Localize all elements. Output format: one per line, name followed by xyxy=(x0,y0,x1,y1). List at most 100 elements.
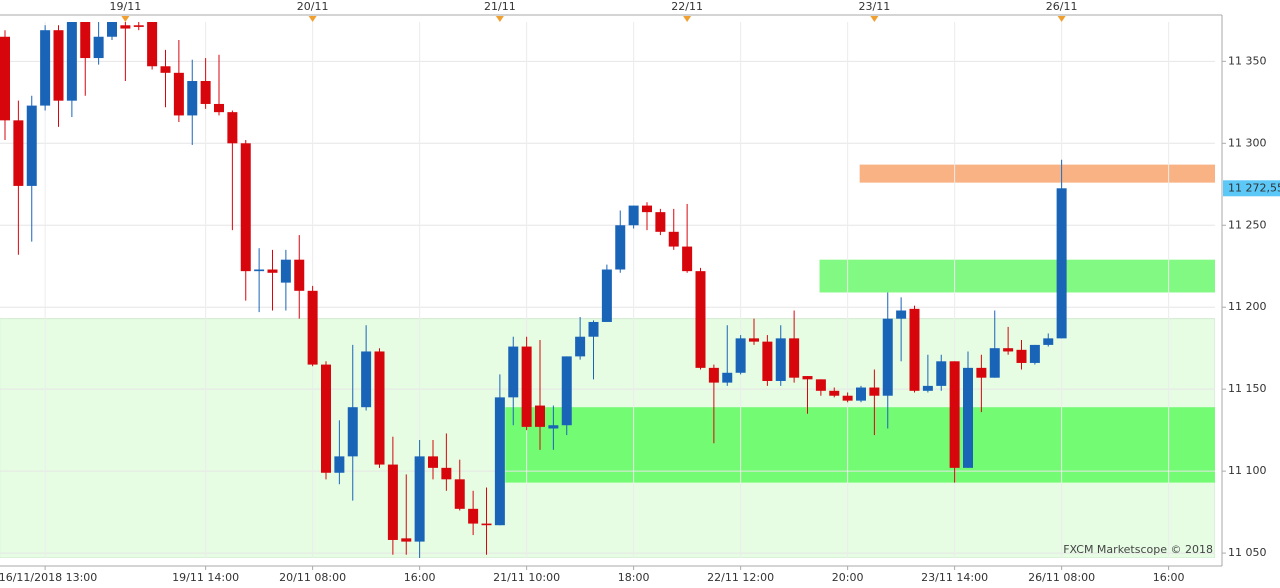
candle-body xyxy=(1016,349,1027,363)
candle-body xyxy=(575,336,586,357)
candle-body xyxy=(26,105,37,186)
date-marker xyxy=(870,16,879,22)
last-price-label: 11 272,55 xyxy=(1228,181,1280,194)
date-marker xyxy=(1057,16,1066,22)
candle-body xyxy=(615,225,626,270)
x-tick-label: 20:00 xyxy=(832,571,864,584)
last-price-box xyxy=(1223,180,1280,197)
candle-body xyxy=(334,456,345,473)
candle-body xyxy=(160,66,171,73)
top-date-label: 26/11 xyxy=(1046,0,1078,13)
candle-body xyxy=(628,205,639,226)
candle-body xyxy=(173,72,184,116)
candle-body xyxy=(842,395,853,401)
x-tick-label: 22/11 12:00 xyxy=(707,571,774,584)
candle-body xyxy=(133,25,144,27)
candle-body xyxy=(214,103,224,113)
candle-body xyxy=(963,367,973,468)
candle-body xyxy=(561,356,572,426)
candle-body xyxy=(414,456,425,542)
zones xyxy=(0,164,1215,558)
candle-body xyxy=(1003,348,1014,352)
candle-body xyxy=(0,36,10,121)
x-tick-label: 16/11/2018 13:00 xyxy=(0,571,97,584)
candle-body xyxy=(428,456,438,468)
candles xyxy=(0,22,1067,558)
candle-body xyxy=(441,467,452,480)
candle-body xyxy=(1043,338,1054,345)
candle-body xyxy=(93,36,104,59)
candle-body xyxy=(896,310,907,319)
candle-body xyxy=(708,367,719,383)
candle-body xyxy=(949,361,960,468)
candle-body xyxy=(1029,344,1040,363)
candle-body xyxy=(240,143,251,272)
candle-body xyxy=(989,348,1000,378)
candle-body xyxy=(909,308,920,391)
candle-body xyxy=(280,259,291,283)
candle-body xyxy=(454,479,465,509)
candle-body xyxy=(120,25,131,29)
top-date-label: 21/11 xyxy=(484,0,516,13)
candle-body xyxy=(508,346,519,398)
candle-body xyxy=(642,205,652,213)
candle-body xyxy=(856,387,866,401)
candle-body xyxy=(762,341,773,381)
candle-body xyxy=(227,112,238,144)
watermark: FXCM Marketscope © 2018 xyxy=(1063,543,1213,556)
candle-body xyxy=(829,390,840,396)
candle-body xyxy=(468,508,479,524)
candle-body xyxy=(347,407,358,457)
candle-body xyxy=(601,269,612,322)
candle-body xyxy=(294,259,305,291)
candle-body xyxy=(13,120,24,186)
candle-body xyxy=(267,269,278,273)
candle-body xyxy=(374,351,385,465)
date-marker xyxy=(308,16,317,22)
candle-body xyxy=(401,538,412,542)
zone xyxy=(505,407,1215,483)
x-tick-label: 23/11 14:00 xyxy=(921,571,988,584)
y-tick-label: 11 150 xyxy=(1228,382,1267,395)
candle-body xyxy=(588,321,599,337)
candle-body xyxy=(735,338,746,373)
date-marker xyxy=(683,16,692,22)
candle-body xyxy=(548,425,559,429)
candle-body xyxy=(722,372,733,383)
candle-body xyxy=(922,385,933,391)
candle-body xyxy=(521,346,532,427)
x-tick-label: 19/11 14:00 xyxy=(172,571,239,584)
candle-body xyxy=(321,364,331,473)
date-marker xyxy=(121,16,130,22)
candle-body xyxy=(976,367,987,378)
date-marker xyxy=(495,16,504,22)
x-tick-label: 18:00 xyxy=(618,571,650,584)
x-tick-label: 20/11 08:00 xyxy=(279,571,346,584)
candle-body xyxy=(200,81,211,104)
candle-body xyxy=(682,246,693,272)
candle-body xyxy=(361,351,372,408)
candle-body xyxy=(187,81,198,116)
candle-body xyxy=(307,290,318,365)
candle-body xyxy=(789,338,800,378)
candle-body xyxy=(749,338,759,342)
candle-body xyxy=(66,22,77,101)
candle-body xyxy=(936,361,947,386)
candle-body xyxy=(80,22,91,59)
x-tick-label: 16:00 xyxy=(404,571,436,584)
y-tick-label: 11 300 xyxy=(1228,136,1267,149)
candle-body xyxy=(494,397,505,526)
x-tick-label: 26/11 08:00 xyxy=(1028,571,1095,584)
candle-body xyxy=(147,22,158,67)
y-tick-label: 11 200 xyxy=(1228,300,1267,313)
candle-body xyxy=(254,269,265,272)
y-tick-label: 11 350 xyxy=(1228,54,1267,67)
candle-body xyxy=(815,379,826,391)
top-date-label: 20/11 xyxy=(297,0,329,13)
zone xyxy=(859,164,1215,183)
top-date-label: 19/11 xyxy=(110,0,142,13)
candle-body xyxy=(655,212,666,232)
candle-body xyxy=(535,405,545,427)
